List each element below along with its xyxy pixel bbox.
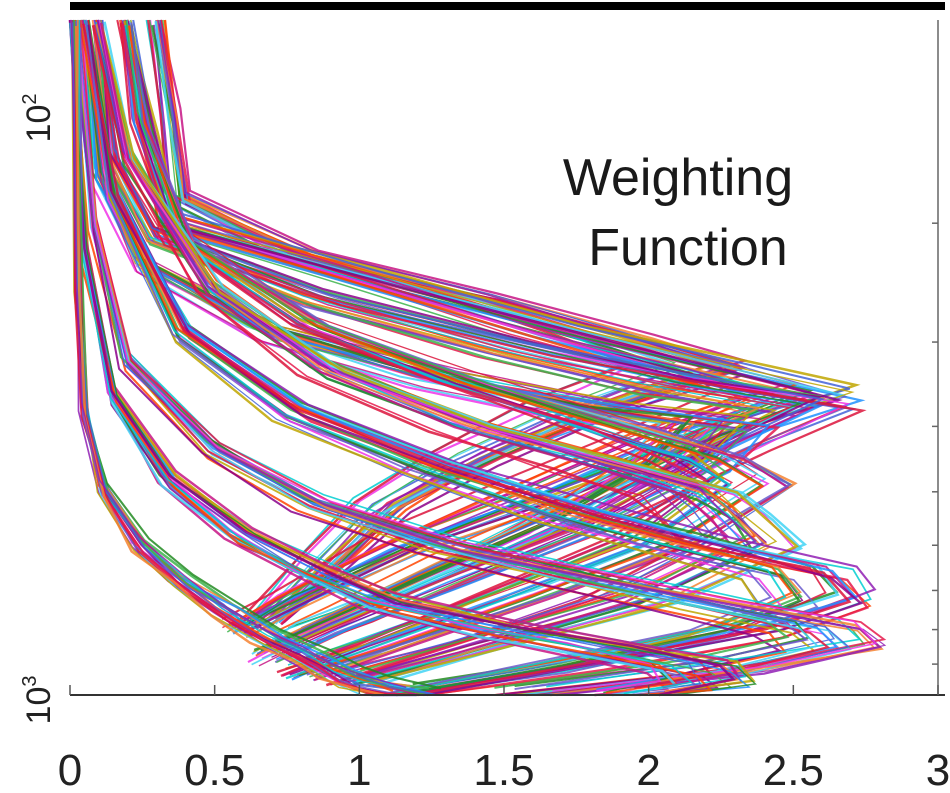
- series-line: [75, 20, 402, 696]
- series-line: [70, 20, 757, 696]
- series-line: [91, 19, 761, 639]
- x-tick-label: 2: [636, 746, 660, 793]
- series-line: [130, 22, 792, 676]
- series-line: [100, 24, 799, 682]
- series-line: [76, 22, 820, 696]
- x-axis-ticks: 0 0.5 1 1.5 2 2.5 3: [58, 222, 950, 793]
- series-line: [84, 19, 858, 692]
- x-tick-label: 1: [347, 746, 371, 793]
- series-line: [118, 19, 744, 629]
- series-line: [73, 19, 426, 696]
- series-line: [96, 19, 751, 631]
- series-line: [99, 22, 735, 683]
- series-line: [69, 22, 694, 695]
- x-tick-label: 0.5: [184, 746, 245, 793]
- y-tick-label: 102: [19, 94, 58, 143]
- series-line: [157, 19, 728, 618]
- series-line: [77, 22, 851, 696]
- series-lines: [68, 19, 887, 697]
- series-line: [87, 24, 864, 697]
- series-line: [68, 19, 736, 697]
- series-line: [93, 24, 695, 686]
- series-line: [74, 25, 385, 697]
- y-tick-label: 103: [19, 676, 58, 725]
- series-line: [84, 19, 773, 696]
- series-line: [84, 19, 787, 696]
- series-line: [71, 22, 438, 696]
- series-line: [82, 23, 852, 696]
- x-tick-label: 2.5: [763, 746, 824, 793]
- series-line: [76, 19, 878, 692]
- annotation-line-1: Weighting: [563, 149, 793, 207]
- series-line: [130, 24, 764, 677]
- x-tick-label: 0: [58, 746, 82, 793]
- annotation-line-2: Function: [588, 219, 787, 277]
- series-line: [86, 25, 802, 697]
- series-line: [124, 29, 790, 682]
- y-axis-ticks: 102 103: [19, 94, 58, 725]
- series-line: [79, 20, 887, 695]
- series-line: [70, 19, 407, 688]
- x-tick-label: 1.5: [473, 746, 534, 793]
- x-tick-label: 3: [926, 746, 950, 793]
- series-line: [100, 22, 867, 643]
